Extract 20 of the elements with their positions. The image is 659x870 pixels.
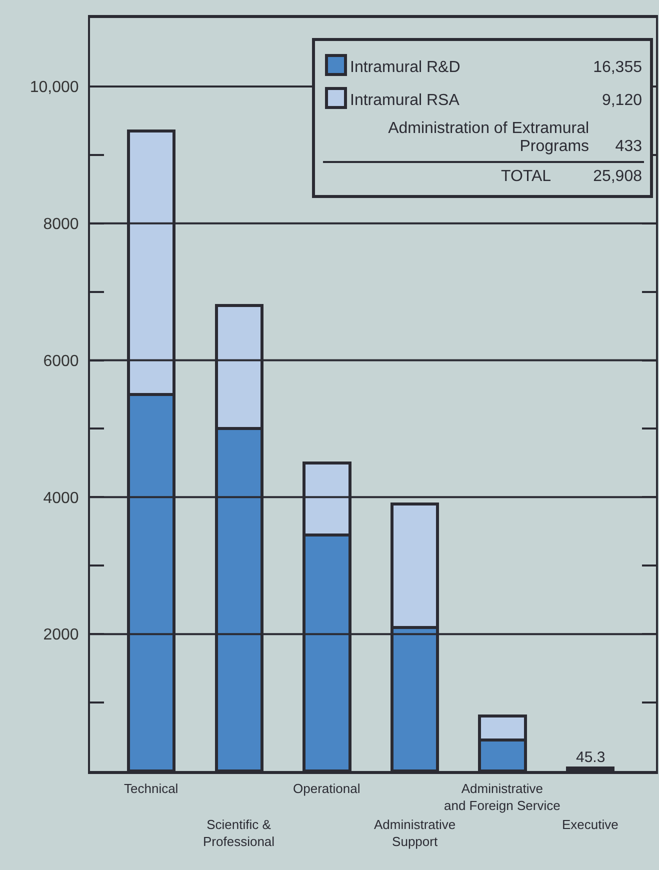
annotation: 433 <box>614 137 643 157</box>
y-tick-label: 10,000 <box>30 79 79 96</box>
annotation: 16,355 <box>592 58 643 78</box>
x-tick-label: Administrative Support <box>374 817 456 849</box>
x-tick-label: Operational <box>293 781 360 796</box>
x-tick-label: Scientific & Professional <box>203 817 275 849</box>
annotation: Administration of Extramural Programs <box>387 119 590 157</box>
legend-label: Intramural R&D <box>349 58 462 78</box>
y-tick-label: 4000 <box>43 490 79 507</box>
annotation: 9,120 <box>600 91 643 111</box>
y-tick-label: 8000 <box>43 216 79 233</box>
x-tick-label: Executive <box>562 817 618 832</box>
legend-label: Intramural RSA <box>349 91 460 111</box>
annotation: TOTAL <box>323 162 592 191</box>
annotation: 25,908 <box>591 162 644 191</box>
x-tick-label: Technical <box>124 781 178 796</box>
y-tick-label: 2000 <box>43 626 79 644</box>
y-tick-label: 6000 <box>43 352 79 370</box>
data-label: 45.3 <box>576 749 606 766</box>
x-tick-label: Administrative and Foreign Service <box>444 781 560 813</box>
